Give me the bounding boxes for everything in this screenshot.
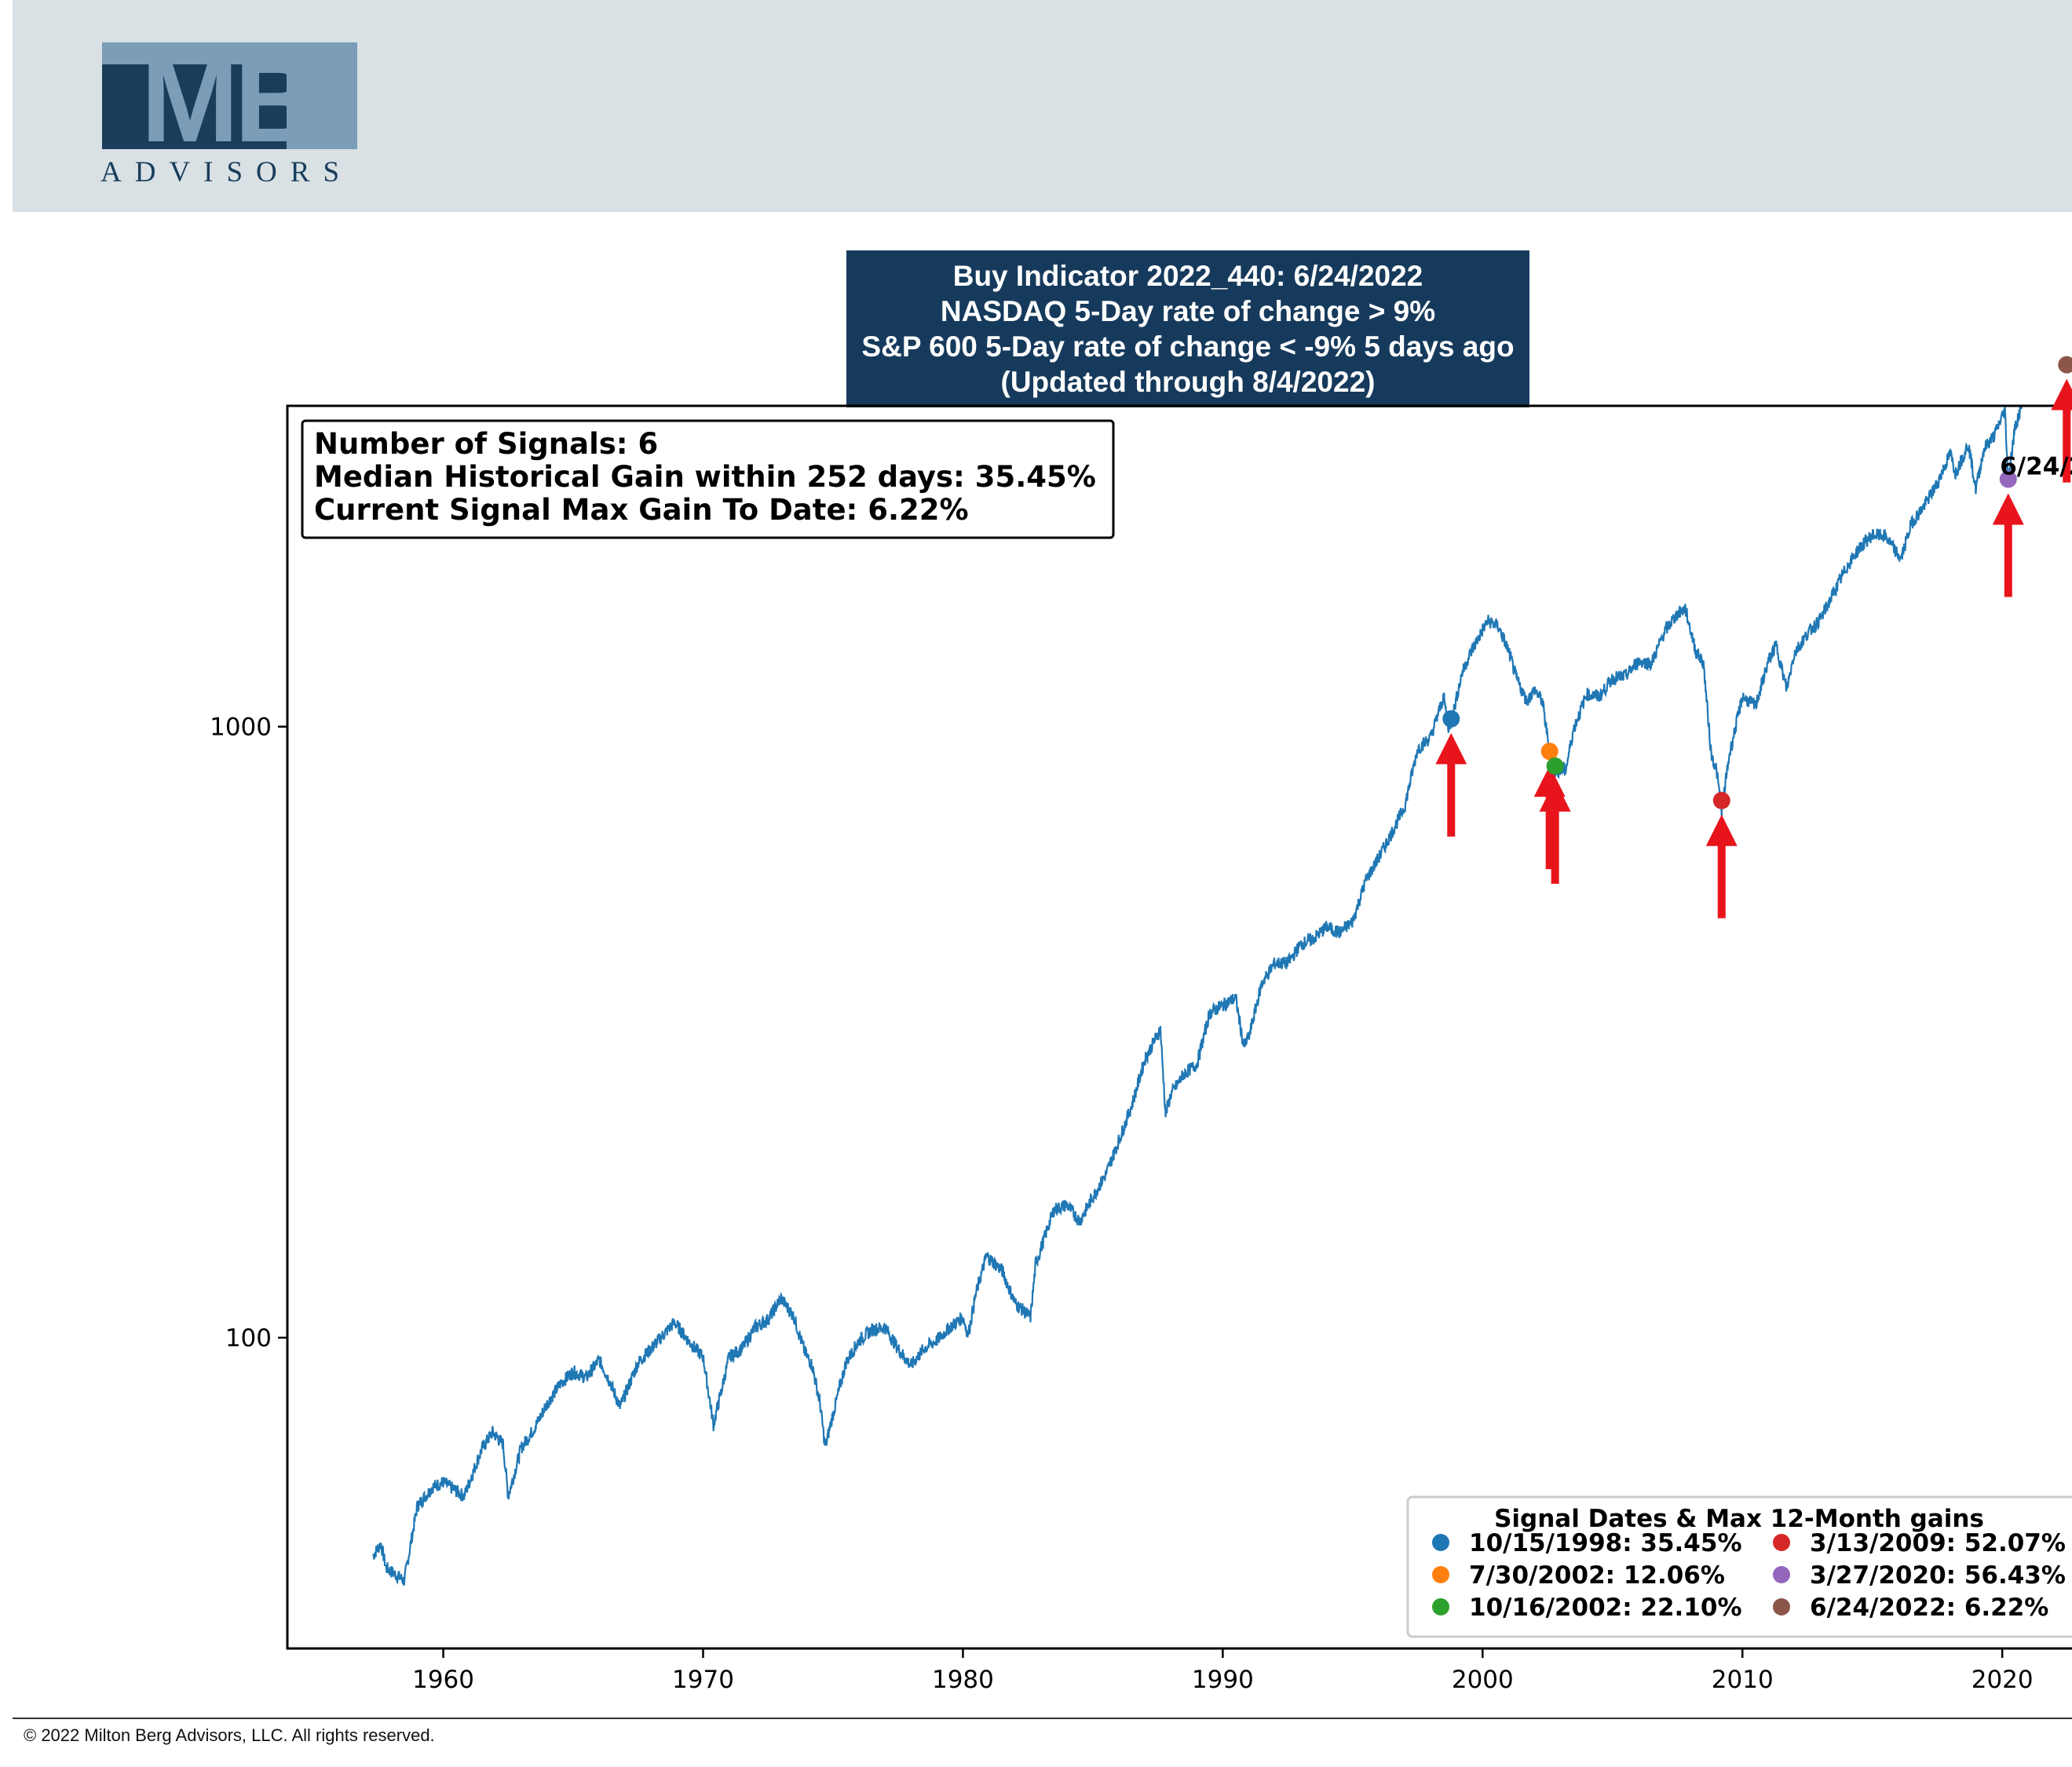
- x-tick-label: 1960: [412, 1666, 474, 1694]
- signal-annotation: 6/24/2022: [2000, 453, 2072, 481]
- footer-divider: [13, 1718, 2072, 1719]
- legend-entry: 10/16/2002: 22.10%: [1469, 1594, 1742, 1622]
- legend-entry: 3/13/2009: 52.07%: [1810, 1529, 2066, 1557]
- signal-marker: [2058, 356, 2072, 374]
- stats-current-gain: Current Signal Max Gain To Date: 6.22%: [314, 493, 969, 527]
- stats-box: Number of Signals: 6 Median Historical G…: [301, 419, 1115, 539]
- stats-median-gain: Median Historical Gain within 252 days: …: [314, 460, 1096, 494]
- y-axis: 100 1000: [210, 714, 287, 1353]
- legend-title: Signal Dates & Max 12-Month gains: [1494, 1505, 1984, 1533]
- legend-entry: 10/15/1998: 35.45%: [1469, 1529, 1742, 1557]
- signal-marker: [1442, 710, 1460, 728]
- signal-marker: [1999, 470, 2017, 488]
- stats-signal-count: Number of Signals: 6: [314, 427, 658, 461]
- x-tick-label: 1980: [932, 1666, 994, 1694]
- legend-marker: [1773, 1566, 1790, 1583]
- legend-entry: 6/24/2022: 6.22%: [1810, 1594, 2048, 1622]
- signals-layer: 6/24/2022: [1435, 356, 2072, 918]
- signal-marker: [1712, 791, 1730, 809]
- logo-letters: MB: [141, 42, 314, 149]
- title-line: NASDAQ 5-Day rate of change > 9%: [940, 295, 1436, 327]
- title-line: (Updated through 8/4/2022): [1000, 366, 1376, 398]
- x-tick-label: 1970: [672, 1666, 734, 1694]
- legend-entry: 7/30/2002: 12.06%: [1469, 1561, 1725, 1590]
- sp500-series-line: [372, 406, 2025, 1586]
- x-tick-label: 2000: [1452, 1666, 1514, 1694]
- copyright: © 2022 Milton Berg Advisors, LLC. All ri…: [24, 1725, 435, 1745]
- legend-marker: [1432, 1598, 1449, 1615]
- legend-marker: [1773, 1534, 1790, 1551]
- x-tick-label: 2020: [1972, 1666, 2034, 1694]
- signal-marker: [1546, 757, 1564, 775]
- header-band: MB ADVISORS: [13, 0, 2072, 212]
- mb-logo: MB: [102, 42, 357, 149]
- title-line: S&P 600 5-Day rate of change < -9% 5 day…: [861, 330, 1515, 363]
- logo-advisors-text: ADVISORS: [100, 156, 353, 188]
- plot-frame: [286, 404, 2072, 1650]
- y-tick-label: 1000: [210, 714, 272, 742]
- x-tick-label: 2010: [1712, 1666, 1774, 1694]
- legend-entry: 3/27/2020: 56.43%: [1810, 1561, 2066, 1590]
- x-axis: 1960 1970 1980 1990 2000 2010 2020: [412, 1648, 2034, 1694]
- legend-marker: [1432, 1534, 1449, 1551]
- legend-marker: [1773, 1598, 1790, 1615]
- signal-marker: [1540, 743, 1559, 761]
- x-tick-label: 1990: [1192, 1666, 1254, 1694]
- title-box: Buy Indicator 2022_440: 6/24/2022 NASDAQ…: [846, 250, 1529, 407]
- y-tick-label: 100: [225, 1324, 272, 1353]
- legend-marker: [1432, 1566, 1449, 1583]
- legend: Signal Dates & Max 12-Month gains 10/15/…: [1406, 1495, 2072, 1638]
- title-line: Buy Indicator 2022_440: 6/24/2022: [952, 260, 1423, 292]
- plot-area: [372, 406, 2025, 1586]
